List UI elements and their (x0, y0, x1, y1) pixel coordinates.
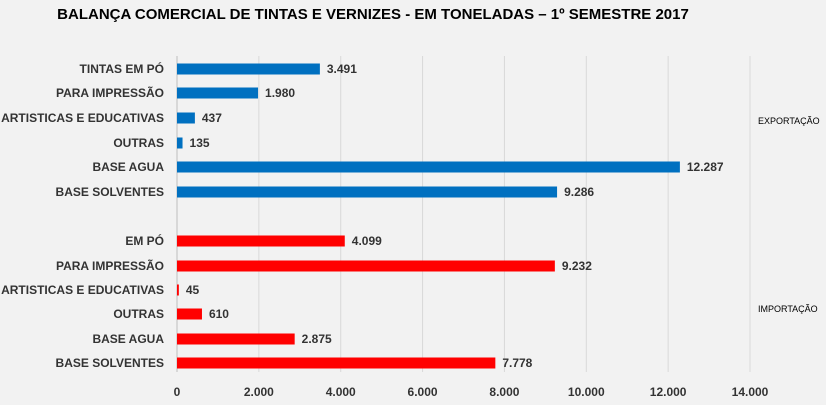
data-label: 9.232 (562, 259, 592, 273)
chart-title: BALANÇA COMERCIAL DE TINTAS E VERNIZES -… (57, 6, 689, 23)
category-label: ARTISTICAS E EDUCATIVAS (1, 283, 164, 297)
data-label: 1.980 (265, 86, 295, 100)
data-label: 2.875 (302, 332, 332, 346)
x-tick-label: 6.000 (408, 385, 438, 399)
bar (177, 308, 202, 320)
bar (177, 284, 179, 296)
data-label: 4.099 (352, 234, 382, 248)
x-tick-label: 8.000 (489, 385, 519, 399)
category-label: EM PÓ (125, 233, 164, 248)
category-label: OUTRAS (113, 307, 164, 321)
bar (177, 186, 558, 198)
x-tick-label: 10.000 (568, 385, 605, 399)
category-label: BASE AGUA (92, 160, 164, 174)
bar (177, 357, 496, 369)
x-tick-label: 0 (174, 385, 181, 399)
bar (177, 161, 680, 173)
bar (177, 63, 320, 75)
category-label: BASE AGUA (92, 332, 164, 346)
category-label: BASE SOLVENTES (56, 356, 164, 370)
group-label: IMPORTAÇÃO (758, 304, 818, 314)
bar (177, 260, 555, 272)
data-label: 437 (202, 111, 222, 125)
x-tick-label: 14.000 (732, 385, 769, 399)
x-tick-label: 2.000 (244, 385, 274, 399)
category-label: OUTRAS (113, 136, 164, 150)
data-label: 45 (186, 283, 200, 297)
group-label: EXPORTAÇÃO (758, 116, 820, 126)
category-label: BASE SOLVENTES (56, 185, 164, 199)
data-label: 135 (190, 136, 210, 150)
bar (177, 333, 295, 345)
x-tick-label: 4.000 (326, 385, 356, 399)
category-label: PARA IMPRESSÃO (56, 258, 164, 273)
data-label: 3.491 (327, 62, 357, 76)
category-label: PARA IMPRESSÃO (56, 85, 164, 100)
bar (177, 235, 345, 247)
data-label: 7.778 (502, 356, 532, 370)
bar (177, 112, 195, 124)
bar (177, 137, 183, 149)
bar (177, 87, 259, 99)
category-label: TINTAS EM PÓ (80, 61, 164, 76)
data-label: 610 (209, 307, 229, 321)
data-label: 12.287 (687, 160, 724, 174)
x-tick-label: 12.000 (650, 385, 687, 399)
data-label: 9.286 (564, 185, 594, 199)
category-label: ARTISTICAS E EDUCATIVAS (1, 111, 164, 125)
